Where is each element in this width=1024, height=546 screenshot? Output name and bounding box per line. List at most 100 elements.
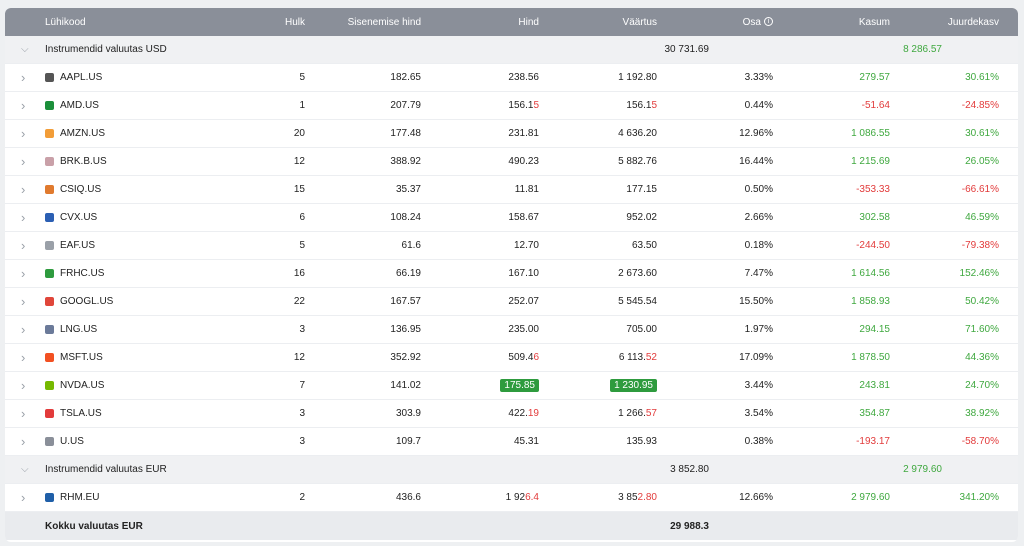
table-row[interactable]: › U.US 3 109.7 45.31 135.93 0.38% -193.17 -58.70… bbox=[5, 428, 1018, 456]
chevron-right-icon[interactable]: › bbox=[21, 182, 26, 197]
price-text: 175.85 bbox=[500, 379, 539, 392]
ticker-cell[interactable]: FRHC.US bbox=[45, 268, 255, 279]
qty-cell: 20 bbox=[293, 128, 305, 139]
table-row[interactable]: › NVDA.US 7 141.02 175.85 1 230.95 3.44% 243.81… bbox=[5, 372, 1018, 400]
col-price-header[interactable]: Hind bbox=[518, 16, 539, 28]
ticker-cell[interactable]: BRK.B.US bbox=[45, 156, 255, 167]
price-main: 490.23 bbox=[508, 156, 539, 167]
col-qty-header[interactable]: Hulk bbox=[284, 16, 305, 28]
share-cell: 0.50% bbox=[744, 184, 773, 195]
apple-icon bbox=[45, 73, 54, 82]
entry-price-cell: 61.6 bbox=[401, 240, 421, 251]
chevron-right-icon[interactable]: › bbox=[21, 406, 26, 421]
qty-cell: 3 bbox=[299, 436, 305, 447]
table-row[interactable]: › AMD.US 1 207.79 156.15 156.15 0.44% -51.64 -24… bbox=[5, 92, 1018, 120]
chevron-down-icon[interactable]: ⌵ bbox=[21, 464, 29, 475]
growth-cell: 24.70% bbox=[965, 380, 999, 391]
chevron-right-icon[interactable]: › bbox=[21, 322, 26, 337]
ticker-cell[interactable]: CVX.US bbox=[45, 212, 255, 223]
group-name: Instrumendid valuutas EUR bbox=[45, 464, 167, 475]
chevron-right-icon[interactable]: › bbox=[21, 238, 26, 253]
growth-cell: 341.20% bbox=[959, 492, 999, 503]
table-row[interactable]: › BRK.B.US 12 388.92 490.23 5 882.76 16.44% 1 2… bbox=[5, 148, 1018, 176]
price-cell: 158.67 bbox=[421, 212, 539, 223]
rheinmetall-icon bbox=[45, 493, 54, 502]
cheniere-icon bbox=[45, 325, 54, 334]
entry-price-cell: 207.79 bbox=[390, 100, 421, 111]
ticker-cell[interactable]: EAF.US bbox=[45, 240, 255, 251]
ticker-cell[interactable]: GOOGL.US bbox=[45, 296, 255, 307]
price-text: 1 926.4 bbox=[506, 492, 539, 503]
chevron-right-icon[interactable]: › bbox=[21, 378, 26, 393]
chevron-right-icon[interactable]: › bbox=[21, 294, 26, 309]
table-row[interactable]: › LNG.US 3 136.95 235.00 705.00 1.97% 294.15 71.… bbox=[5, 316, 1018, 344]
growth-cell: 30.61% bbox=[965, 128, 999, 139]
table-row[interactable]: › FRHC.US 16 66.19 167.10 2 673.60 7.47% 1 614.… bbox=[5, 260, 1018, 288]
ticker-cell[interactable]: U.US bbox=[45, 436, 255, 447]
value-main: 63.50 bbox=[631, 240, 657, 251]
ticker-cell[interactable]: AMD.US bbox=[45, 100, 255, 111]
col-growth-header[interactable]: Juurdekasv bbox=[947, 16, 999, 28]
group-row[interactable]: ⌵ Instrumendid valuutas USD 30 731.69 8 286… bbox=[5, 36, 1018, 64]
share-cell: 12.66% bbox=[739, 492, 773, 503]
table-row[interactable]: › EAF.US 5 61.6 12.70 63.50 0.18% -244.50 -79.38… bbox=[5, 232, 1018, 260]
qty-cell: 2 bbox=[299, 492, 305, 503]
price-text: 167.10 bbox=[508, 268, 539, 279]
table-row[interactable]: › CVX.US 6 108.24 158.67 952.02 2.66% 302.58 46.… bbox=[5, 204, 1018, 232]
price-text: 12.70 bbox=[514, 240, 539, 251]
col-value-header[interactable]: Väärtus bbox=[622, 16, 657, 28]
ticker-cell[interactable]: LNG.US bbox=[45, 324, 255, 335]
chevron-right-icon[interactable]: › bbox=[21, 490, 26, 505]
chevron-down-icon[interactable]: ⌵ bbox=[21, 44, 29, 55]
chevron-right-icon[interactable]: › bbox=[21, 350, 26, 365]
chevron-right-icon[interactable]: › bbox=[21, 266, 26, 281]
col-ticker-header[interactable]: Lühikood bbox=[45, 16, 86, 28]
col-entry-header[interactable]: Sisenemise hind bbox=[347, 16, 421, 28]
table-row[interactable]: › CSIQ.US 15 35.37 11.81 177.15 0.50% -353.33 -6… bbox=[5, 176, 1018, 204]
group-value: 3 852.80 bbox=[670, 464, 709, 475]
ticker-label: NVDA.US bbox=[60, 380, 105, 391]
value-text: 1 230.95 bbox=[610, 379, 657, 392]
table-row[interactable]: › TSLA.US 3 303.9 422.19 1 266.57 3.54% 354.87 3… bbox=[5, 400, 1018, 428]
price-text: 45.31 bbox=[514, 436, 539, 447]
value-main: 177.15 bbox=[626, 184, 657, 195]
table-row[interactable]: › RHM.EU 2 436.6 1 926.4 3 852.80 12.66% 2 979.… bbox=[5, 484, 1018, 512]
ticker-cell[interactable]: AAPL.US bbox=[45, 72, 255, 83]
price-cell: 235.00 bbox=[421, 324, 539, 335]
value-cell: 63.50 bbox=[539, 240, 657, 251]
price-text: 509.46 bbox=[508, 352, 539, 363]
value-cell: 177.15 bbox=[539, 184, 657, 195]
qty-cell: 12 bbox=[293, 352, 305, 363]
qty-cell: 16 bbox=[293, 268, 305, 279]
growth-cell: 71.60% bbox=[965, 324, 999, 335]
value-text: 1 192.80 bbox=[618, 72, 657, 83]
value-text: 952.02 bbox=[626, 212, 657, 223]
group-row[interactable]: ⌵ Instrumendid valuutas EUR 3 852.80 2 979.… bbox=[5, 456, 1018, 484]
table-row[interactable]: › AMZN.US 20 177.48 231.81 4 636.20 12.96% 1 08… bbox=[5, 120, 1018, 148]
table-row[interactable]: › MSFT.US 12 352.92 509.46 6 113.52 17.09% 1 87… bbox=[5, 344, 1018, 372]
table-row[interactable]: › GOOGL.US 22 167.57 252.07 5 545.54 15.50% 1 8… bbox=[5, 288, 1018, 316]
ticker-cell[interactable]: CSIQ.US bbox=[45, 184, 255, 195]
chevron-right-icon[interactable]: › bbox=[21, 434, 26, 449]
chevron-right-icon[interactable]: › bbox=[21, 154, 26, 169]
price-text: 422.19 bbox=[508, 408, 539, 419]
chevron-right-icon[interactable]: › bbox=[21, 98, 26, 113]
profit-cell: 1 878.50 bbox=[851, 352, 890, 363]
price-cell: 167.10 bbox=[421, 268, 539, 279]
ticker-cell[interactable]: MSFT.US bbox=[45, 352, 255, 363]
qty-cell: 3 bbox=[299, 324, 305, 335]
chevron-right-icon[interactable]: › bbox=[21, 210, 26, 225]
ticker-cell[interactable]: AMZN.US bbox=[45, 128, 255, 139]
ticker-cell[interactable]: NVDA.US bbox=[45, 380, 255, 391]
chevron-right-icon[interactable]: › bbox=[21, 70, 26, 85]
group-value: 30 731.69 bbox=[664, 44, 710, 55]
col-profit-header[interactable]: Kasum bbox=[858, 16, 890, 28]
ticker-label: AAPL.US bbox=[60, 72, 103, 83]
info-icon[interactable]: i bbox=[764, 17, 773, 27]
ticker-cell[interactable]: RHM.EU bbox=[45, 492, 255, 503]
table-row[interactable]: › AAPL.US 5 182.65 238.56 1 192.80 3.33% 279.57… bbox=[5, 64, 1018, 92]
col-share-header[interactable]: Osa i bbox=[657, 17, 773, 28]
chevron-right-icon[interactable]: › bbox=[21, 126, 26, 141]
ticker-cell[interactable]: TSLA.US bbox=[45, 408, 255, 419]
share-cell: 0.38% bbox=[744, 436, 773, 447]
